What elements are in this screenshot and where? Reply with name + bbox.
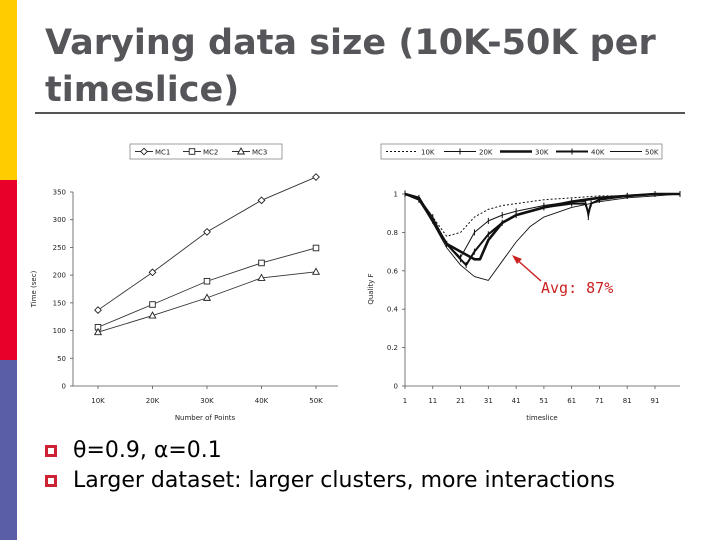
title-underline bbox=[35, 112, 685, 114]
chart1-legend-box bbox=[129, 143, 283, 160]
chart2-y-tick-label: 1 bbox=[394, 191, 398, 199]
chart2-x-tick-label: 81 bbox=[623, 397, 632, 405]
chart2-y-tick-label: 0.8 bbox=[387, 229, 398, 237]
chart1-y-tick-label: 350 bbox=[53, 189, 66, 197]
chart1-data-point bbox=[257, 273, 266, 281]
chart2-x-tick-label: 21 bbox=[456, 397, 465, 405]
chart1-data-point bbox=[202, 293, 212, 301]
chart1-y-tick-label: 0 bbox=[62, 383, 66, 391]
chart1-y-tick-label: 50 bbox=[57, 355, 66, 363]
accent-bar-blue bbox=[0, 360, 17, 540]
chart1-data-point bbox=[311, 267, 321, 275]
chart2-x-tick-label: 1 bbox=[403, 397, 407, 405]
chart1-x-tick-label: 50K bbox=[309, 397, 323, 405]
bullet-text: Larger dataset: larger clusters, more in… bbox=[73, 468, 615, 493]
chart1-data-point bbox=[149, 301, 156, 308]
chart1-y-tick-label: 150 bbox=[53, 299, 66, 307]
chart2-legend-label: 10K bbox=[421, 149, 435, 157]
chart1-y-tick-label: 100 bbox=[53, 327, 66, 335]
bullet-text: θ=0.9, α=0.1 bbox=[73, 438, 222, 463]
chart2-x-tick-label: 71 bbox=[595, 397, 604, 405]
bullet-item: Larger dataset: larger clusters, more in… bbox=[45, 466, 615, 496]
chart1-data-point bbox=[93, 327, 103, 336]
chart1-legend-label: MC2 bbox=[203, 149, 218, 157]
chart1-legend-label: MC3 bbox=[252, 149, 267, 157]
chart1-x-tick-label: 30K bbox=[200, 397, 214, 405]
annotation-label: Avg: 87% bbox=[541, 279, 613, 297]
chart2-legend-label: 20K bbox=[479, 149, 493, 157]
chart1-y-axis-title: Time (sec) bbox=[30, 270, 38, 308]
chart1-data-point bbox=[257, 196, 266, 205]
chart1-x-tick-label: 40K bbox=[255, 397, 269, 405]
chart1-legend-label: MC1 bbox=[155, 149, 170, 157]
chart1-data-point bbox=[312, 244, 320, 252]
bullet-marker-icon bbox=[45, 445, 57, 457]
slide-title: Varying data size (10K-50K per timeslice… bbox=[45, 23, 656, 110]
chart1-y-tick-label: 300 bbox=[53, 216, 66, 224]
accent-bar-yellow bbox=[0, 0, 17, 180]
chart2-x-tick-label: 31 bbox=[484, 397, 493, 405]
chart1-data-point bbox=[203, 227, 211, 236]
annotation-arrowhead-icon bbox=[512, 255, 522, 264]
chart2-y-tick-label: 0.6 bbox=[387, 267, 399, 275]
chart1-legend-marker bbox=[140, 147, 148, 156]
chart1-y-tick-label: 200 bbox=[53, 272, 66, 280]
bullet-list: θ=0.9, α=0.1 Larger dataset: larger clus… bbox=[45, 436, 615, 496]
chart2-y-axis-title: Quality F bbox=[367, 273, 375, 304]
chart2-legend-label: 40K bbox=[591, 149, 605, 157]
chart2-y-tick-label: 0.4 bbox=[387, 306, 399, 314]
chart1-y-tick-label: 250 bbox=[53, 244, 66, 252]
chart1-x-tick-label: 20K bbox=[146, 397, 160, 405]
bullet-item: θ=0.9, α=0.1 bbox=[45, 436, 615, 466]
chart2-y-tick-label: 0.2 bbox=[387, 344, 398, 352]
chart1-legend-marker bbox=[188, 148, 196, 155]
chart2-legend-label: 50K bbox=[645, 149, 659, 157]
chart1-data-point bbox=[148, 311, 157, 319]
chart2-x-tick-label: 51 bbox=[539, 397, 548, 405]
chart2-y-tick-label: 0 bbox=[394, 383, 398, 391]
accent-bar-red bbox=[0, 180, 17, 360]
chart2-series-line bbox=[404, 193, 681, 281]
chart2-x-tick-label: 11 bbox=[428, 397, 437, 405]
annotation-arrow-line bbox=[514, 257, 542, 282]
chart2-x-axis-title: timeslice bbox=[526, 414, 558, 422]
chart1-x-axis-title: Number of Points bbox=[175, 414, 236, 422]
chart1-data-point bbox=[148, 268, 157, 277]
chart2-x-tick-label: 91 bbox=[651, 397, 660, 405]
chart1-data-point bbox=[94, 306, 102, 314]
chart1-data-point bbox=[203, 277, 211, 285]
chart1-data-point bbox=[258, 259, 265, 267]
chart1-data-point bbox=[312, 173, 320, 181]
chart1-background bbox=[29, 172, 351, 414]
bullet-marker-icon bbox=[45, 475, 57, 487]
chart2-x-tick-label: 41 bbox=[512, 397, 521, 405]
chart2-legend-label: 30K bbox=[535, 149, 549, 157]
chart1-legend-marker bbox=[236, 147, 246, 155]
chart2-x-tick-label: 61 bbox=[567, 397, 576, 405]
chart1-x-tick-label: 10K bbox=[91, 397, 105, 405]
